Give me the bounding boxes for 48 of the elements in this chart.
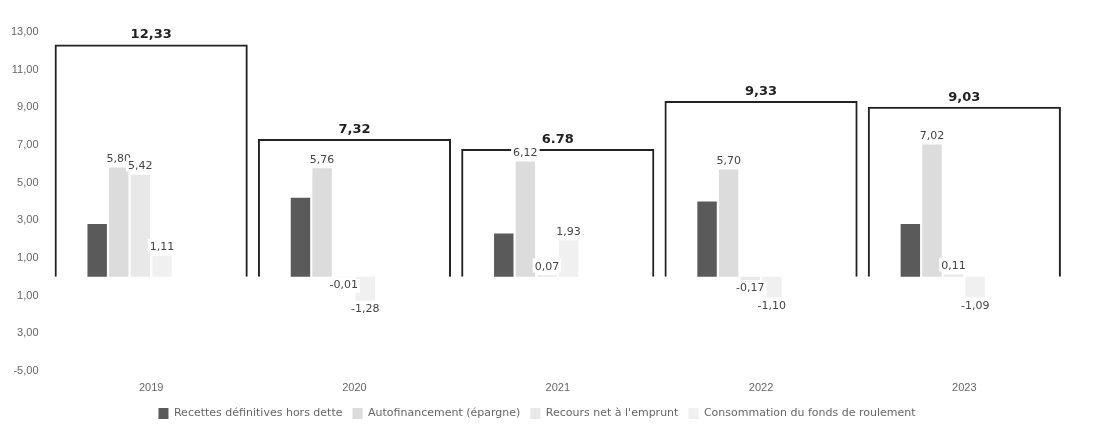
data-label: 1,11 bbox=[149, 240, 175, 254]
data-label: 0,07 bbox=[534, 259, 560, 273]
bar bbox=[718, 169, 739, 277]
bar bbox=[109, 167, 129, 277]
data-label: 5,76 bbox=[309, 152, 335, 166]
y-tick-label: 1,00 bbox=[17, 288, 39, 301]
bar bbox=[900, 223, 921, 277]
bar bbox=[922, 144, 942, 277]
data-label: -1,10 bbox=[757, 298, 787, 312]
data-label: 7,32 bbox=[338, 120, 371, 136]
data-label: 5,42 bbox=[128, 159, 153, 173]
y-tick-label: -5,00 bbox=[13, 363, 39, 376]
y-tick-label: 1,00 bbox=[17, 250, 39, 263]
data-label: -1,28 bbox=[351, 302, 380, 316]
data-label: 6.78 bbox=[541, 130, 574, 146]
data-label: 5,70 bbox=[716, 153, 741, 167]
legend-label: Recours net à l'emprunt bbox=[545, 406, 680, 420]
bar bbox=[312, 168, 332, 277]
bar bbox=[697, 201, 717, 277]
bar bbox=[290, 197, 311, 277]
bar bbox=[515, 161, 536, 277]
data-label: -1,09 bbox=[960, 298, 990, 312]
data-label: 6,12 bbox=[513, 145, 538, 159]
y-tick-label: 3,00 bbox=[17, 213, 39, 226]
y-tick-label: 5,00 bbox=[17, 175, 39, 188]
data-label: 9,33 bbox=[745, 82, 778, 98]
x-tick-label: 2020 bbox=[342, 381, 367, 394]
x-tick-label: 2023 bbox=[952, 381, 977, 394]
data-label: 0,11 bbox=[941, 258, 966, 272]
y-tick-label: 3,00 bbox=[17, 326, 39, 339]
legend-label: Recettes définitives hors dette bbox=[173, 406, 343, 420]
data-label: 7,02 bbox=[919, 128, 945, 142]
data-label: -0,17 bbox=[736, 281, 765, 295]
y-tick-label: 11,00 bbox=[11, 62, 39, 75]
y-tick-label: 9,00 bbox=[17, 100, 39, 113]
y-tick-label: 13,00 bbox=[11, 25, 39, 38]
data-label: -0,01 bbox=[329, 278, 358, 292]
data-label: 12,33 bbox=[130, 26, 172, 42]
data-label: 9,03 bbox=[948, 88, 981, 104]
x-tick-label: 2022 bbox=[748, 381, 774, 394]
legend-label: Autofinancement (épargne) bbox=[368, 406, 521, 420]
x-tick-label: 2021 bbox=[545, 381, 571, 394]
data-label: 1,93 bbox=[556, 224, 581, 238]
y-tick-label: 7,00 bbox=[17, 137, 39, 150]
bar bbox=[494, 233, 514, 277]
x-tick-label: 2019 bbox=[138, 381, 164, 394]
legend-label: Consommation du fonds de roulement bbox=[703, 406, 917, 420]
bar bbox=[87, 223, 107, 277]
